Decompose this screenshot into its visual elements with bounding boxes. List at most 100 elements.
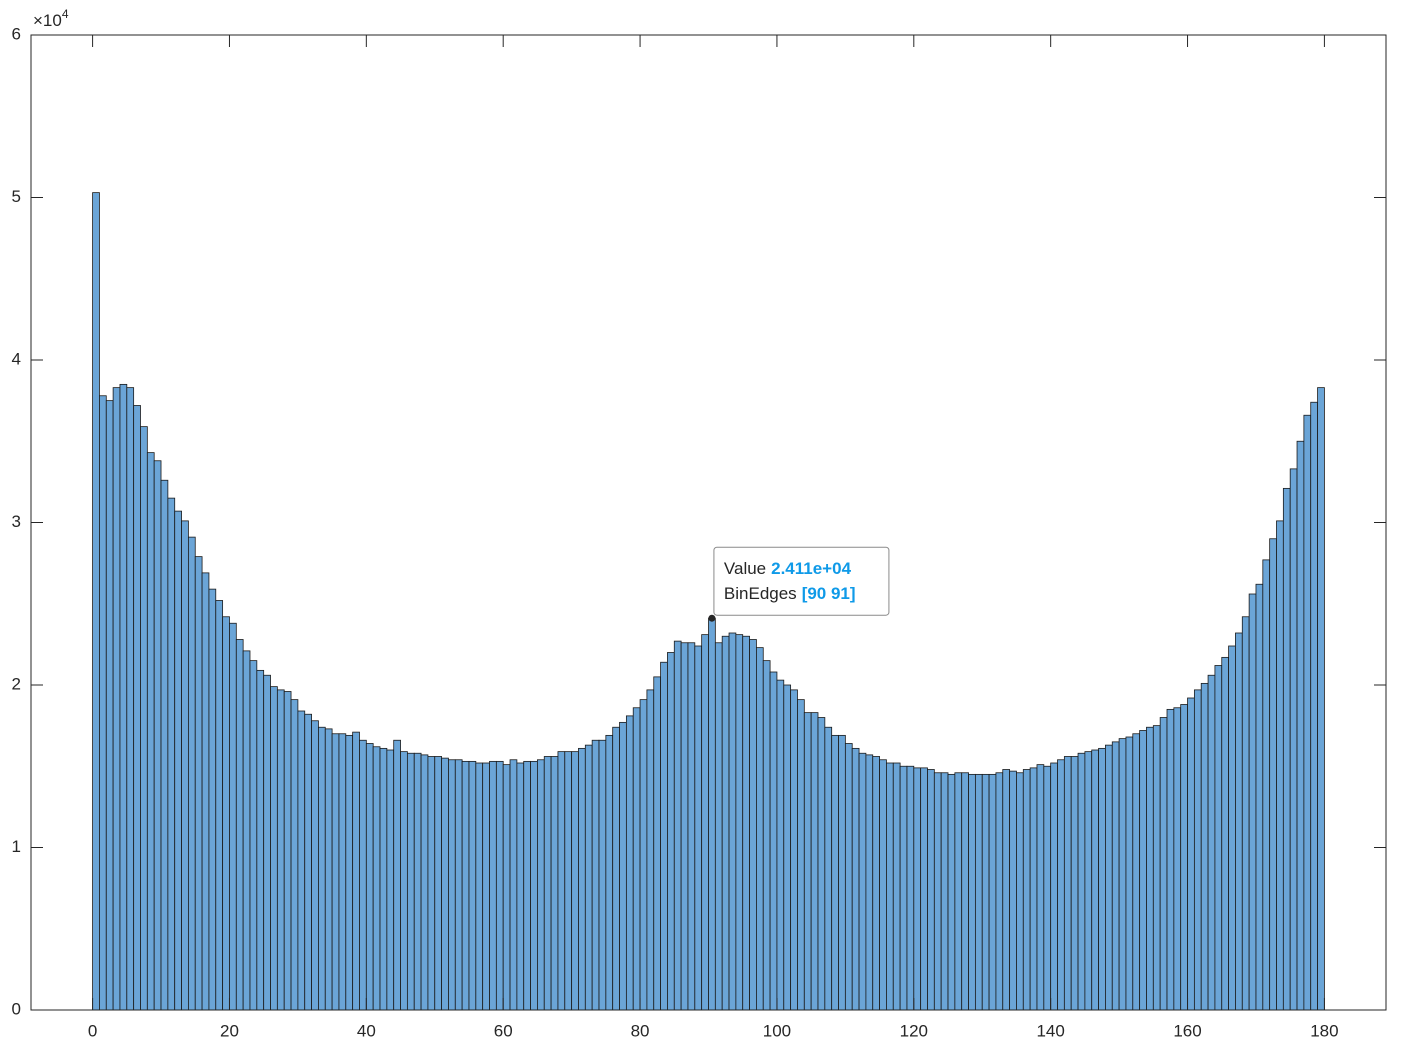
bar: [1152, 725, 1161, 1011]
bar: [810, 712, 819, 1011]
bar: [694, 645, 703, 1011]
x-tick-label: 80: [631, 1021, 650, 1040]
x-tick-label: 180: [1310, 1021, 1338, 1040]
bar: [625, 715, 634, 1011]
bar: [372, 746, 381, 1011]
bar: [708, 617, 716, 1011]
bar: [1166, 708, 1175, 1011]
bar: [721, 635, 730, 1011]
bar: [927, 769, 935, 1011]
bar: [318, 726, 326, 1011]
x-tick-label: 100: [763, 1021, 791, 1040]
bar: [427, 756, 436, 1011]
bar: [817, 717, 826, 1011]
bar: [783, 684, 792, 1011]
datatip-edges: BinEdges [90 91]: [724, 585, 856, 604]
bar: [1262, 559, 1271, 1011]
bar: [1317, 387, 1325, 1011]
bar: [509, 759, 518, 1011]
bar: [215, 600, 224, 1011]
bar: [1193, 689, 1202, 1011]
bar: [1063, 756, 1072, 1011]
bar: [858, 752, 867, 1011]
bar: [844, 743, 853, 1011]
y-tick-label: 0: [12, 999, 21, 1018]
bar: [304, 713, 312, 1011]
bar: [523, 760, 531, 1011]
bar: [105, 400, 114, 1011]
bar: [1091, 749, 1099, 1011]
bar: [140, 426, 148, 1011]
bar: [653, 676, 661, 1011]
bar: [229, 622, 237, 1011]
bar: [174, 510, 182, 1011]
bar: [933, 772, 942, 1011]
bar: [1282, 487, 1291, 1011]
bar: [1084, 751, 1093, 1011]
bar: [1173, 707, 1182, 1011]
bar: [167, 497, 176, 1011]
bar: [502, 764, 511, 1011]
bar: [1214, 665, 1223, 1011]
bar: [1125, 736, 1134, 1011]
bar: [400, 751, 408, 1011]
bar: [851, 747, 860, 1011]
bar: [331, 733, 340, 1011]
bar: [1016, 772, 1024, 1011]
bar: [1255, 583, 1264, 1011]
bar: [181, 520, 189, 1011]
bar: [283, 691, 292, 1011]
bar: [1139, 730, 1147, 1011]
bar: [1310, 401, 1318, 1011]
bar: [1269, 538, 1277, 1011]
bar: [598, 739, 607, 1011]
bar: [311, 720, 319, 1011]
bar: [1043, 765, 1052, 1011]
bar: [338, 733, 347, 1011]
bar: [892, 762, 901, 1011]
y-multiplier: ×104: [33, 7, 69, 30]
bar: [1296, 440, 1305, 1011]
bar: [530, 760, 538, 1011]
bar: [194, 556, 203, 1011]
bar: [379, 747, 388, 1011]
bar: [543, 756, 552, 1011]
bar: [119, 383, 128, 1011]
bar: [756, 647, 764, 1011]
bar: [619, 721, 627, 1011]
bar: [838, 734, 846, 1011]
y-multiplier-base: ×10: [33, 11, 62, 30]
x-tick-label: 120: [900, 1021, 928, 1040]
bar: [1098, 747, 1106, 1011]
bar: [187, 536, 196, 1011]
bar: [1132, 733, 1141, 1011]
bar: [160, 479, 169, 1011]
bar: [557, 751, 566, 1011]
bar: [1022, 769, 1031, 1011]
bar: [386, 749, 395, 1011]
bar: [687, 642, 696, 1011]
x-tick-label: 0: [88, 1021, 97, 1040]
bar: [886, 762, 894, 1011]
bar: [591, 739, 600, 1011]
bar: [441, 757, 449, 1011]
bar: [1118, 738, 1127, 1011]
bar: [639, 699, 648, 1011]
bar: [413, 752, 422, 1011]
bar: [468, 760, 477, 1011]
x-tick-label: 160: [1173, 1021, 1201, 1040]
bar: [584, 744, 593, 1011]
bar: [1057, 759, 1065, 1011]
bar: [879, 759, 887, 1011]
y-multiplier-exponent: 4: [62, 7, 69, 21]
bar: [1276, 520, 1284, 1011]
bar: [667, 652, 675, 1011]
bar: [995, 772, 1004, 1011]
bar: [345, 734, 354, 1011]
bar: [146, 452, 155, 1011]
bar: [968, 773, 976, 1011]
bar: [1248, 593, 1257, 1011]
bar: [865, 754, 874, 1011]
bar: [632, 707, 641, 1011]
bar: [448, 759, 456, 1011]
